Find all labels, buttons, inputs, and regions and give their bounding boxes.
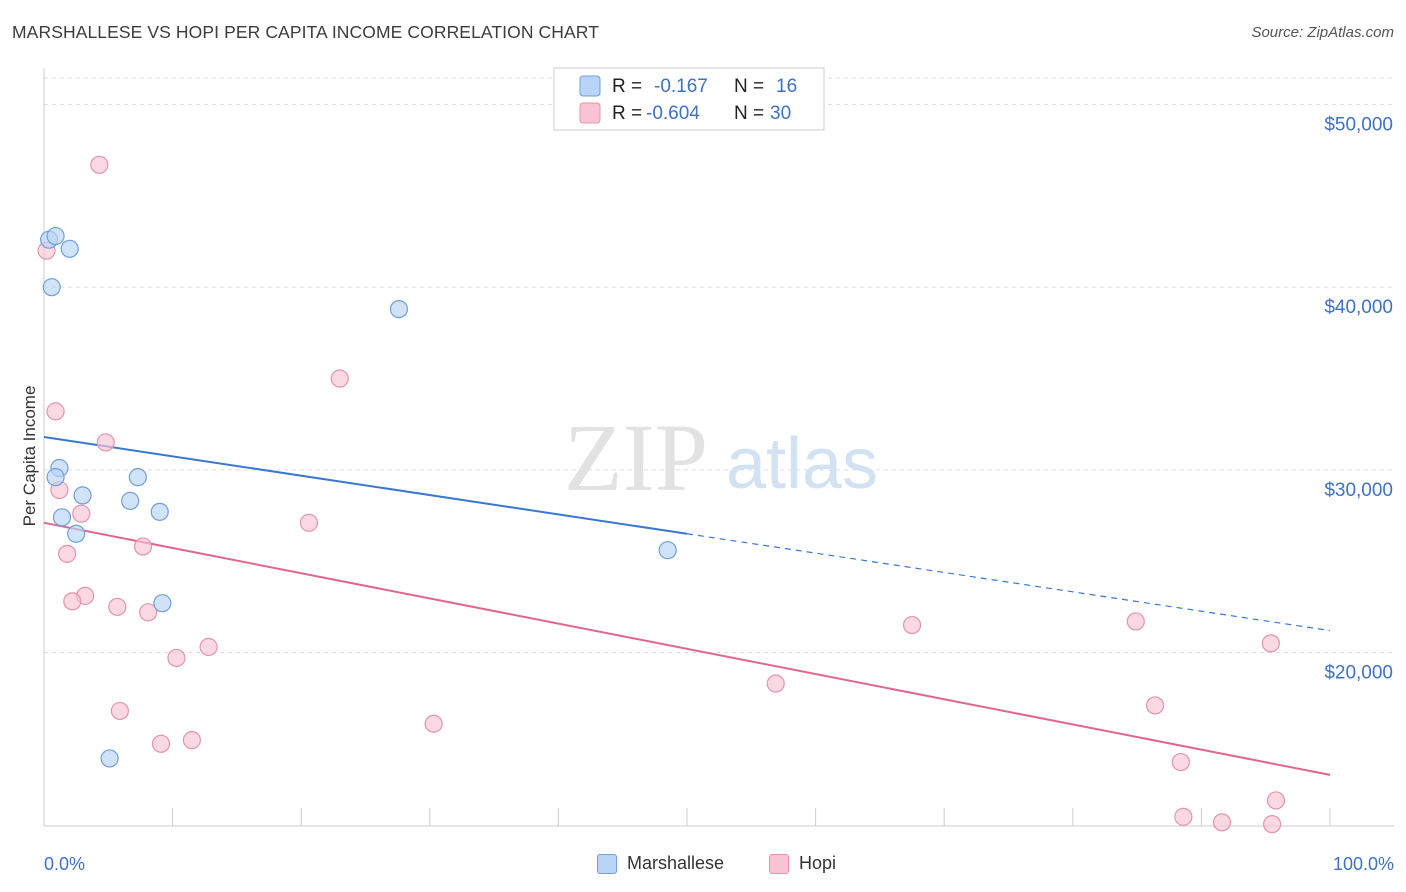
point-hopi [199, 637, 218, 657]
watermark-zip: ZIP [564, 404, 708, 511]
point-hopi [139, 603, 158, 622]
point-hopi [902, 615, 922, 635]
legend-swatch-marshallese [597, 853, 617, 874]
legend-r-label: R = [612, 103, 642, 124]
point-marshallese [46, 226, 65, 246]
legend-label-marshallese: Marshallese [627, 853, 725, 873]
legend-n-value: 30 [770, 103, 791, 124]
point-marshallese [128, 468, 147, 487]
point-marshallese [121, 491, 140, 510]
point-hopi [90, 155, 109, 174]
point-hopi [151, 734, 171, 753]
y-tick-label: $20,000 [1324, 662, 1393, 683]
point-marshallese [52, 508, 72, 527]
legend-label-hopi: Hopi [799, 853, 837, 873]
point-hopi [46, 402, 65, 421]
x-tick-label-min: 0.0% [44, 854, 85, 874]
data-points [37, 155, 1286, 834]
point-marshallese [73, 486, 92, 505]
point-hopi [766, 674, 785, 693]
point-marshallese [150, 502, 169, 521]
legend-swatch-marshallese [579, 75, 601, 97]
series-legend: Marshallese Hopi [0, 850, 1406, 880]
point-marshallese [42, 278, 61, 297]
point-hopi [1146, 696, 1165, 715]
point-hopi [63, 592, 82, 611]
point-hopi [1263, 815, 1282, 834]
legend-n-label: N = [734, 76, 764, 97]
point-hopi [133, 537, 153, 556]
point-hopi [72, 504, 91, 523]
point-marshallese [658, 541, 677, 560]
point-hopi [330, 369, 349, 388]
legend-swatch-hopi [579, 102, 601, 124]
point-marshallese [46, 468, 65, 487]
x-tick-label-max: 100.0% [1333, 854, 1394, 874]
point-hopi [1212, 813, 1232, 832]
point-hopi [1266, 791, 1286, 810]
point-hopi [110, 701, 129, 721]
point-hopi [1261, 634, 1280, 653]
trend-line-marshallese-extrapolated [686, 533, 1331, 632]
point-hopi [108, 597, 127, 616]
watermark-atlas: atlas [726, 424, 878, 504]
y-axis-label: Per Capita Income [20, 386, 39, 527]
legend-n-label: N = [734, 103, 764, 124]
point-hopi [424, 714, 443, 733]
source-label: Source: ZipAtlas.com [1251, 24, 1394, 41]
watermark: ZIP atlas [564, 404, 878, 511]
stats-legend: R = -0.167 N = 16 R = -0.604 N = 30 [553, 67, 825, 131]
legend-item-marshallese: Marshallese [597, 853, 724, 874]
legend-r-value: -0.604 [646, 103, 700, 124]
point-hopi [299, 513, 319, 532]
y-tick-label: $30,000 [1324, 480, 1393, 501]
axes [43, 68, 1394, 827]
trend-line-hopi [43, 521, 1331, 776]
chart-title: MARSHALLESE VS HOPI PER CAPITA INCOME CO… [12, 22, 600, 42]
legend-swatch-hopi [769, 853, 789, 874]
grid-lines [44, 77, 1394, 653]
legend-n-value: 16 [776, 76, 797, 97]
trend-lines [43, 435, 1331, 776]
point-hopi [1171, 752, 1190, 772]
legend-item-hopi: Hopi [769, 853, 836, 874]
y-tick-labels: $20,000 $30,000 $40,000 $50,000 [1324, 115, 1393, 684]
y-tick-label: $40,000 [1324, 297, 1393, 318]
point-marshallese [153, 594, 172, 613]
point-hopi [96, 433, 115, 452]
point-marshallese [67, 524, 86, 543]
legend-r-label: R = [612, 76, 642, 97]
point-marshallese [100, 749, 119, 768]
point-hopi [1126, 612, 1145, 631]
trend-line-marshallese [43, 435, 688, 535]
legend-r-value: -0.167 [654, 76, 708, 97]
point-marshallese [60, 239, 79, 258]
point-hopi [182, 731, 201, 750]
y-tick-label: $50,000 [1324, 115, 1393, 136]
point-hopi [58, 544, 77, 563]
point-hopi [167, 648, 186, 668]
point-marshallese [389, 299, 409, 319]
point-hopi [1174, 807, 1193, 826]
